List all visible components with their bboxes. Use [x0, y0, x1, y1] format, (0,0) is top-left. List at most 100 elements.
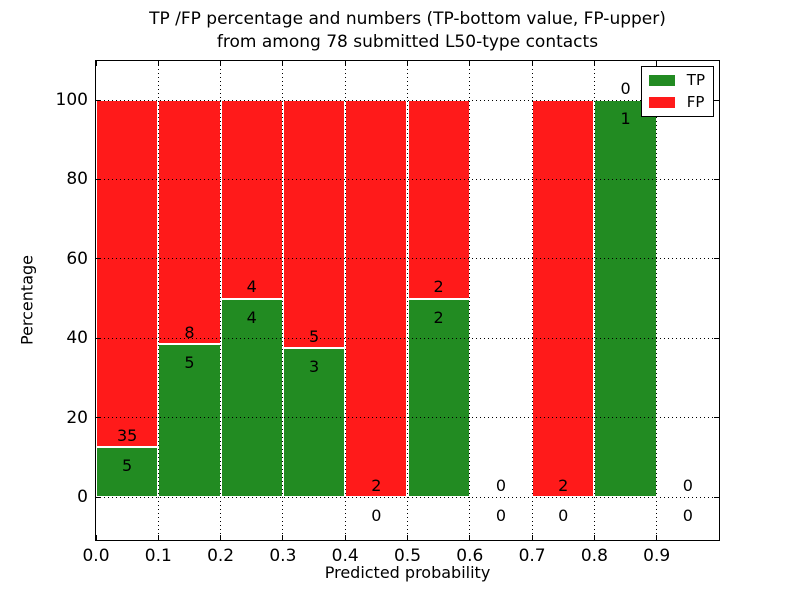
x-tick-label: 0.8: [580, 546, 608, 566]
gridline-vertical: [344, 61, 346, 540]
tick-mark-bottom: [344, 535, 346, 540]
tick-mark-left: [96, 417, 101, 419]
fp-count-label: 2: [433, 277, 444, 297]
bar-segment-fp: [158, 100, 221, 345]
x-tick-label: 0.7: [518, 546, 546, 566]
legend-swatch-fp-icon: [648, 97, 675, 108]
fp-count-label: 0: [620, 78, 631, 98]
tick-mark-right: [714, 337, 719, 339]
fp-count-label: 8: [184, 323, 195, 343]
x-tick-label: 0.0: [82, 546, 110, 566]
tick-mark-bottom: [95, 535, 97, 540]
tick-mark-left: [96, 258, 101, 260]
bar-segment-fp: [345, 100, 408, 497]
tick-mark-top: [469, 61, 471, 66]
bar-segment-tp: [220, 298, 283, 497]
bar-segment-fp: [220, 100, 283, 299]
bar-segment-fp: [282, 100, 346, 349]
gridline-vertical: [469, 61, 471, 540]
bar-segment-tp: [282, 348, 346, 497]
tick-mark-left: [96, 337, 101, 339]
bar-segment-tp: [594, 100, 657, 497]
x-tick-label: 0.3: [269, 546, 297, 566]
bar-segment-tp: [158, 344, 221, 497]
tick-mark-left: [96, 99, 101, 101]
tick-mark-bottom: [469, 535, 471, 540]
y-tick-label: 60: [66, 248, 88, 269]
tick-mark-bottom: [220, 535, 222, 540]
tp-count-label: 2: [433, 307, 444, 327]
x-tick-label: 0.9: [643, 546, 671, 566]
y-tick-label: 100: [55, 90, 88, 110]
gridline-vertical: [593, 61, 595, 540]
tick-mark-top: [344, 61, 346, 66]
gridline-vertical: [282, 61, 284, 540]
tick-mark-top: [407, 61, 408, 66]
tick-mark-left: [96, 178, 101, 180]
tp-count-label: 5: [184, 353, 195, 373]
gridline-vertical: [531, 61, 533, 540]
legend-label-fp: FP: [686, 93, 705, 111]
tick-mark-right: [714, 496, 719, 498]
fp-count-label: 2: [558, 475, 569, 495]
fp-count-label: 2: [371, 475, 382, 495]
tick-mark-bottom: [656, 535, 658, 540]
tick-mark-bottom: [593, 535, 595, 540]
tp-count-label: 0: [495, 506, 507, 526]
legend-swatch-tp-icon: [648, 75, 675, 86]
tp-count-label: 0: [371, 506, 382, 526]
bar-segment-fp: [96, 100, 159, 448]
x-tick-label: 0.4: [331, 546, 359, 566]
chart-title-line2: from among 78 submitted L50-type contact…: [216, 32, 599, 52]
tick-mark-right: [714, 178, 719, 180]
plot-area: 35 5 8 5 4 4 5 3 2 0 2 2 0 0 2 0 0 1 0 0 TP FP: [95, 60, 720, 541]
bar-segment-tp: [96, 447, 159, 497]
y-tick-label: 40: [66, 328, 88, 349]
fp-count-label: 4: [246, 277, 257, 297]
fp-count-label: 5: [308, 327, 320, 346]
tick-mark-bottom: [407, 535, 408, 540]
gridline-vertical: [157, 61, 159, 540]
tick-mark-top: [282, 61, 284, 66]
legend-item-tp: TP: [648, 71, 705, 89]
tick-mark-top: [531, 61, 533, 66]
tick-mark-top: [220, 61, 222, 66]
legend-label-tp: TP: [686, 71, 705, 89]
chart-title: TP /FP percentage and numbers (TP-bottom…: [95, 8, 720, 54]
tick-mark-bottom: [282, 535, 284, 540]
bar-segment-fp: [407, 100, 470, 299]
bar-segment-tp: [407, 298, 470, 497]
tp-count-label: 0: [682, 506, 693, 526]
tp-count-label: 1: [620, 109, 631, 129]
tick-mark-top: [593, 61, 595, 66]
y-tick-label: 80: [66, 169, 88, 190]
y-tick-label: 0: [77, 487, 88, 507]
x-tick-label: 0.5: [393, 546, 422, 566]
gridline-vertical: [407, 61, 408, 540]
fp-count-label: 0: [682, 475, 693, 495]
gridline-vertical: [220, 61, 222, 540]
tick-mark-top: [157, 61, 159, 66]
legend-item-fp: FP: [648, 93, 705, 111]
tick-mark-right: [714, 99, 719, 101]
tp-count-label: 5: [122, 456, 133, 476]
x-tick-label: 0.2: [207, 546, 235, 566]
tick-mark-right: [714, 417, 719, 419]
tick-mark-top: [656, 61, 658, 66]
bar-segment-fp: [532, 100, 595, 497]
tick-mark-bottom: [531, 535, 533, 540]
tick-mark-bottom: [157, 535, 159, 540]
tp-count-label: 3: [308, 357, 320, 377]
fp-count-label: 35: [116, 426, 138, 446]
fp-count-label: 0: [495, 475, 507, 495]
gridline-vertical: [656, 61, 658, 540]
x-axis-label: Predicted probability: [324, 563, 491, 582]
tick-mark-left: [96, 496, 101, 498]
chart-title-line1: TP /FP percentage and numbers (TP-bottom…: [149, 9, 666, 29]
legend: TP FP: [640, 66, 714, 117]
tick-mark-top: [95, 61, 97, 66]
x-tick-label: 0.6: [456, 546, 484, 566]
y-tick-label: 20: [66, 407, 88, 428]
tp-count-label: 0: [558, 506, 569, 526]
